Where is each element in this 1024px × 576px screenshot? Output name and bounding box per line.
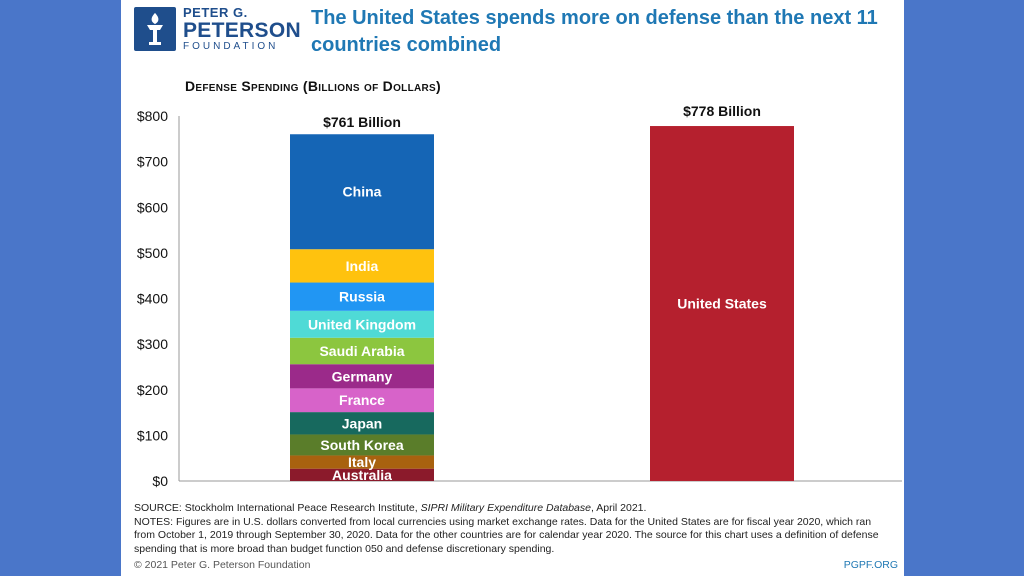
segment-label: France xyxy=(339,392,385,408)
bar-segment-china xyxy=(290,134,434,250)
segment-label: China xyxy=(343,184,382,200)
source-title: SIPRI Military Expenditure Database xyxy=(420,502,591,514)
content-panel: PETER G. PETERSON FOUNDATION The United … xyxy=(121,0,904,576)
torch-icon xyxy=(134,7,176,51)
y-tick-label: $100 xyxy=(137,427,168,443)
y-tick-label: $300 xyxy=(137,336,168,352)
segment-label: Saudi Arabia xyxy=(319,343,404,359)
bar-segment-japan xyxy=(290,412,434,435)
logo-line-1: PETER G. xyxy=(183,5,248,20)
segment-label: Japan xyxy=(342,415,382,431)
bar-label-united-states: United States xyxy=(677,296,767,312)
bar-segment-australia xyxy=(290,468,434,481)
bar-segment-germany xyxy=(290,364,434,389)
source-suffix: , April 2021. xyxy=(590,502,647,514)
stacked-total-label: $761 Billion xyxy=(323,114,401,130)
copyright: © 2021 Peter G. Peterson Foundation xyxy=(134,559,311,571)
bar-segment-south-korea xyxy=(290,434,434,456)
segment-label: Germany xyxy=(332,368,393,384)
y-tick-label: $400 xyxy=(137,291,168,307)
y-tick-label: $600 xyxy=(137,199,168,215)
y-tick-label: $800 xyxy=(137,108,168,124)
site-link[interactable]: PGPF.ORG xyxy=(843,559,898,571)
segment-label: Italy xyxy=(348,454,376,470)
bar-segment-united-kingdom xyxy=(290,310,434,338)
us-total-label: $778 Billion xyxy=(683,103,761,119)
chart-footer: SOURCE: Stockholm International Peace Re… xyxy=(134,502,894,556)
bar-united-states xyxy=(650,126,794,481)
source-note: SOURCE: Stockholm International Peace Re… xyxy=(134,502,894,516)
bar-segment-france xyxy=(290,388,434,413)
logo-line-3: FOUNDATION xyxy=(183,41,279,52)
segment-label: India xyxy=(346,258,379,274)
bar-segment-italy xyxy=(290,455,434,469)
notes: NOTES: Figures are in U.S. dollars conve… xyxy=(134,515,879,555)
y-tick-label: $700 xyxy=(137,154,168,170)
bar-segment-russia xyxy=(290,282,434,311)
segment-label: Russia xyxy=(339,289,385,305)
bar-segment-india xyxy=(290,249,434,283)
segment-label: United Kingdom xyxy=(308,316,416,332)
logo-line-2: PETERSON xyxy=(183,19,301,42)
source-prefix: SOURCE: Stockholm International Peace Re… xyxy=(134,502,421,514)
headline: The United States spends more on defense… xyxy=(311,7,878,56)
segment-label: Australia xyxy=(332,467,392,483)
y-tick-label: $0 xyxy=(152,473,168,489)
y-tick-label: $200 xyxy=(137,382,168,398)
segment-label: South Korea xyxy=(320,437,403,453)
logo-wordmark: PETER G. PETERSON FOUNDATION xyxy=(183,6,301,53)
defense-spending-chart: $0 $100 $200 $300 $400 $500 $600 $700 $800 Austra… xyxy=(137,103,902,489)
y-tick-label: $500 xyxy=(137,245,168,261)
chart-title: Defense Spending (Billions of Dollars) xyxy=(185,78,441,94)
bar-segment-saudi-arabia xyxy=(290,337,434,365)
